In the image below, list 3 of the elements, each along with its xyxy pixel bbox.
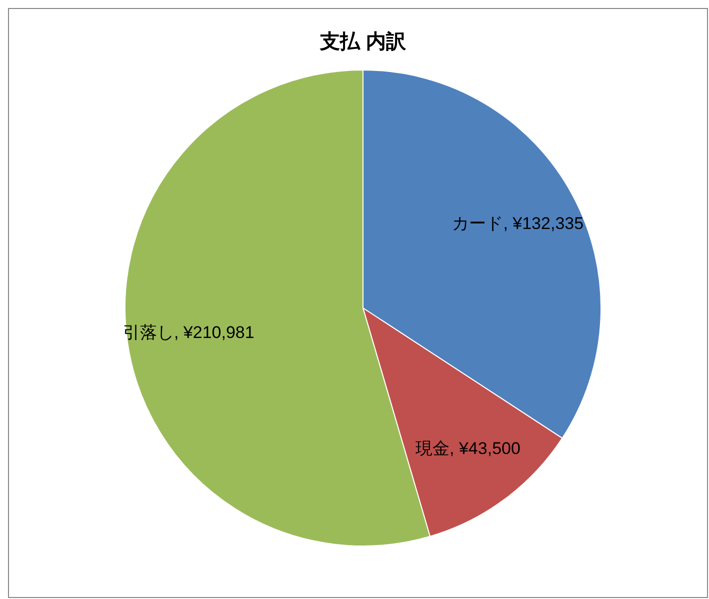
slice-label: 現金, ¥43,500 (414, 438, 522, 460)
chart-title: 支払 内訳 (319, 30, 407, 53)
slice-label: カード, ¥132,335 (451, 213, 585, 236)
